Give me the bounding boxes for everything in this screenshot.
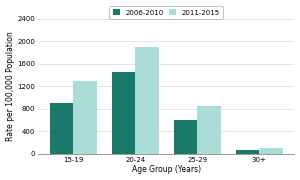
Bar bbox=[135, 47, 159, 154]
Bar bbox=[197, 106, 221, 154]
Bar bbox=[174, 120, 197, 154]
Y-axis label: Rate per 100,000 Population: Rate per 100,000 Population bbox=[6, 31, 15, 141]
Bar bbox=[50, 103, 73, 154]
Legend: 2006-2010, 2011-2015: 2006-2010, 2011-2015 bbox=[109, 6, 223, 19]
Bar bbox=[73, 81, 97, 154]
Bar bbox=[112, 72, 135, 154]
X-axis label: Age Group (Years): Age Group (Years) bbox=[132, 165, 201, 174]
Bar bbox=[236, 150, 259, 154]
Bar bbox=[259, 148, 283, 154]
